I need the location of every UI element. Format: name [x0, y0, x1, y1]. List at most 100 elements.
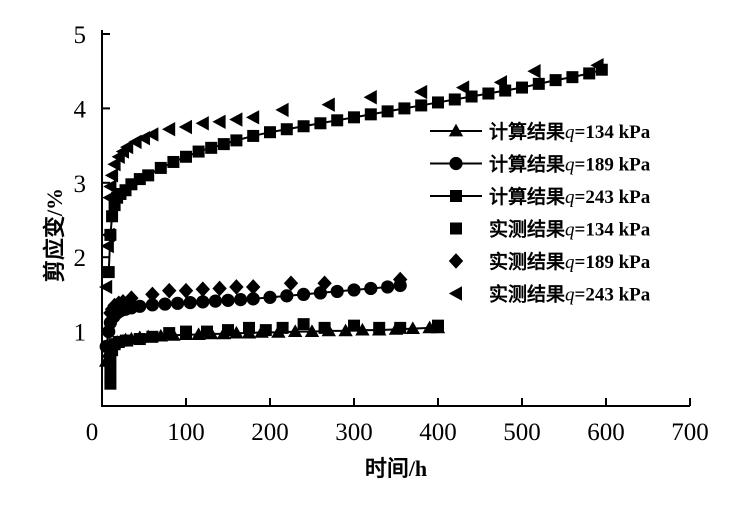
- data-point: [314, 117, 327, 130]
- legend-label-suffix: =134 kPa: [575, 122, 651, 143]
- data-point: [590, 58, 604, 73]
- data-point: [100, 238, 114, 254]
- data-point: [229, 279, 244, 295]
- data-point: [212, 114, 226, 129]
- data-point: [527, 64, 541, 79]
- x-tick-label: 300: [335, 419, 373, 446]
- legend-item: 计算结果q=134 kPa: [430, 120, 651, 143]
- data-point: [432, 319, 444, 332]
- data-point: [102, 266, 115, 279]
- data-point: [107, 157, 121, 172]
- legend-item: 计算结果q=189 kPa: [430, 153, 651, 176]
- legend-label-suffix: =134 kPa: [575, 220, 651, 241]
- data-point: [280, 123, 293, 136]
- legend-label-suffix: =189 kPa: [575, 252, 651, 273]
- y-axis-label: 剪应变/%: [42, 188, 67, 282]
- x-axis-label: 时间/h: [365, 456, 427, 481]
- data-point: [133, 299, 147, 313]
- data-point: [99, 279, 113, 295]
- data-point: [338, 323, 353, 337]
- y-tick-label: 5: [74, 22, 87, 49]
- data-point: [318, 321, 331, 334]
- x-tick-label: 400: [419, 419, 457, 446]
- data-point: [104, 366, 117, 379]
- data-point: [246, 110, 260, 125]
- axes: [101, 30, 690, 407]
- data-point: [448, 93, 461, 106]
- data-point: [264, 126, 276, 139]
- data-point: [101, 227, 115, 243]
- x-tick-label: 100: [167, 419, 205, 446]
- series-4: [103, 271, 408, 321]
- legend-label-suffix: =189 kPa: [575, 155, 651, 176]
- y-tick-label: 2: [74, 245, 87, 272]
- legend-marker-diamond-icon: [448, 253, 464, 269]
- data-point: [230, 134, 243, 147]
- data-point: [246, 292, 260, 306]
- series-group: [99, 58, 608, 390]
- data-point: [142, 169, 155, 182]
- legend-item: 实测结果q=189 kPa: [448, 250, 651, 273]
- data-point: [180, 325, 192, 338]
- data-point: [288, 324, 303, 337]
- legend-label-var: q: [565, 252, 575, 273]
- data-point: [263, 290, 277, 304]
- data-point: [222, 324, 234, 337]
- legend-item: 计算结果q=243 kPa: [430, 185, 651, 208]
- data-point: [393, 271, 408, 288]
- data-point: [162, 122, 176, 137]
- data-point: [102, 190, 116, 205]
- data-point: [532, 77, 545, 90]
- legend-label: 计算结果q=134 kPa: [489, 120, 651, 143]
- data-point: [348, 319, 360, 332]
- data-point: [133, 333, 146, 346]
- data-point: [154, 161, 167, 174]
- x-tick-label: 500: [503, 419, 541, 446]
- data-point: [373, 321, 386, 334]
- data-point: [106, 210, 119, 223]
- data-point: [364, 281, 378, 296]
- data-point: [145, 127, 159, 142]
- legend-label: 计算结果q=243 kPa: [489, 185, 651, 208]
- data-point: [125, 178, 138, 191]
- data-point: [205, 141, 218, 154]
- legend-label-var: q: [565, 285, 575, 306]
- data-point: [167, 155, 180, 168]
- legend-marker-square-icon: [450, 222, 462, 235]
- data-point: [493, 75, 507, 90]
- data-point: [381, 280, 395, 294]
- data-point: [243, 321, 255, 334]
- x-tick-label: 700: [671, 419, 709, 446]
- data-point: [321, 97, 335, 112]
- data-point: [120, 139, 134, 155]
- data-point: [317, 275, 332, 292]
- x-tick-label: 0: [86, 419, 99, 446]
- data-point: [183, 295, 197, 310]
- x-tick-label: 600: [587, 419, 625, 446]
- data-point: [259, 324, 272, 337]
- x-tick-label: 200: [251, 419, 289, 446]
- data-point: [283, 275, 299, 292]
- data-point: [208, 294, 222, 308]
- data-point: [516, 81, 528, 94]
- legend-marker-circle-icon: [449, 156, 463, 171]
- legend-label-var: q: [565, 155, 575, 176]
- legend-label-prefix: 计算结果: [489, 153, 565, 176]
- data-point: [212, 280, 227, 297]
- data-point: [121, 334, 134, 347]
- data-point: [414, 84, 428, 100]
- y-tick-label: 4: [74, 96, 87, 123]
- data-point: [394, 321, 407, 334]
- legend-label-prefix: 计算结果: [489, 185, 565, 208]
- data-point: [330, 284, 344, 299]
- legend-label: 计算结果q=189 kPa: [489, 153, 651, 176]
- data-point: [348, 111, 360, 124]
- y-tick-label: 1: [74, 320, 87, 347]
- legend-label-var: q: [565, 122, 575, 143]
- data-point: [276, 321, 289, 334]
- legend-label-prefix: 实测结果: [489, 283, 565, 306]
- data-point: [331, 114, 344, 127]
- legend-label-prefix: 实测结果: [489, 218, 565, 241]
